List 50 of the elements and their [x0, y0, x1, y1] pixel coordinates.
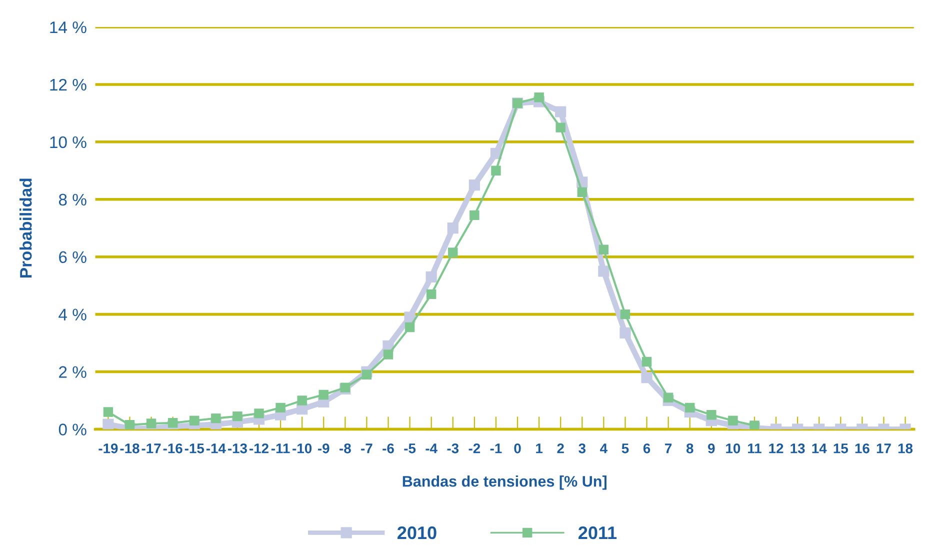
x-tick-label: 12: [769, 443, 784, 454]
x-tick-label: 14: [812, 444, 827, 454]
y-tick-label: 10 %: [50, 136, 86, 148]
x-tick-label: -5: [404, 444, 416, 454]
x-tick-label: 1: [536, 444, 543, 454]
x-tick-label: 9: [708, 443, 715, 454]
x-tick-label: -19: [98, 443, 118, 454]
x-tick-label: -4: [426, 444, 438, 454]
x-tick-label: -14: [206, 444, 226, 454]
legend-label: 2010: [398, 526, 436, 540]
x-tick-label: 0: [514, 443, 521, 454]
x-tick-label: -3: [447, 443, 459, 454]
x-tick-label: 5: [622, 444, 629, 454]
x-tick-label: -8: [340, 443, 351, 454]
y-axis-title: Probabilidad: [20, 178, 32, 278]
x-tick-label: -1: [490, 444, 502, 454]
y-tick-label: 14 %: [50, 21, 86, 34]
y-tick-label: 12 %: [50, 78, 86, 91]
x-tick-label: 4: [600, 444, 608, 454]
x-tick-label: 11: [748, 444, 762, 454]
x-tick-label: -7: [361, 444, 372, 454]
x-tick-label: -6: [382, 443, 394, 454]
x-tick-label: 6: [643, 443, 650, 454]
x-tick-label: -17: [142, 444, 161, 454]
x-tick-label: 8: [686, 443, 694, 454]
x-axis-title: Bandas de tensiones [% Un]: [402, 476, 606, 490]
x-tick-label: -2: [468, 443, 480, 454]
x-tick-label: -12: [250, 443, 268, 454]
x-tick-label: -9: [318, 443, 330, 454]
x-tick-label: -11: [271, 444, 290, 454]
y-tick-label: 2 %: [59, 366, 86, 378]
x-tick-label: 17: [876, 444, 891, 454]
x-tick-label: -13: [228, 443, 247, 454]
x-tick-label: 16: [855, 443, 870, 454]
x-tick-label: 10: [726, 443, 740, 454]
x-tick-label: -16: [163, 443, 182, 454]
x-tick-label: -18: [120, 443, 140, 454]
y-tick-label: 4 %: [58, 308, 86, 320]
x-tick-label: 7: [665, 444, 672, 454]
y-tick-label: 8 %: [58, 194, 86, 206]
x-tick-label: -15: [184, 444, 204, 454]
x-tick-label: 2: [557, 443, 564, 454]
y-tick-label: 0 %: [58, 424, 86, 436]
x-tick-label: 3: [578, 443, 586, 454]
x-tick-label: 18: [898, 443, 913, 454]
x-tick-label: -10: [292, 443, 312, 454]
legend-label: 2011: [578, 526, 617, 540]
x-tick-label: 13: [790, 443, 805, 454]
y-tick-label: 6 %: [59, 251, 86, 264]
x-tick-label: 15: [834, 444, 848, 454]
